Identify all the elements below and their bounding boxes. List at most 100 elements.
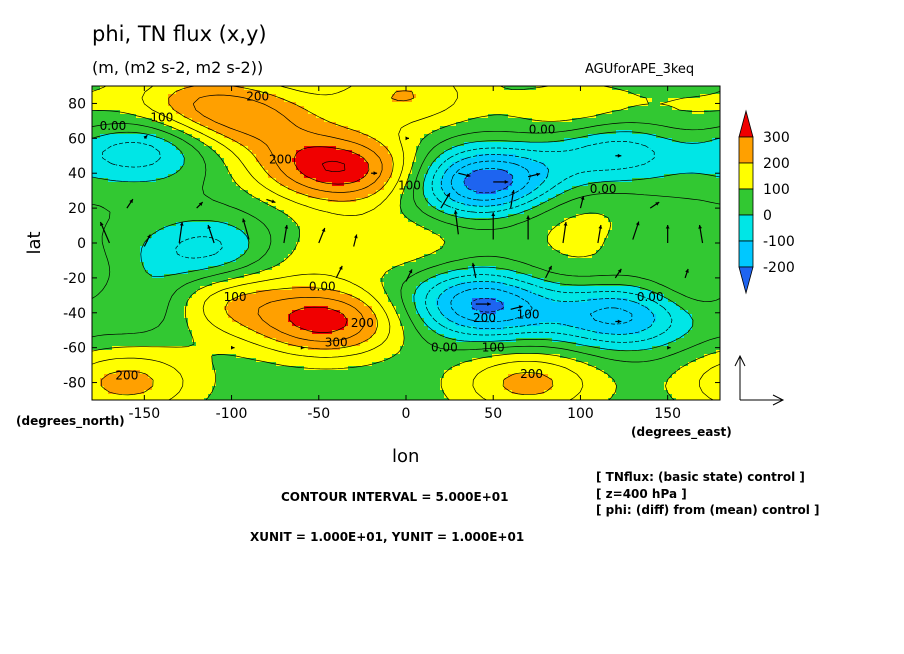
field-cell (428, 174, 433, 179)
field-cell (344, 130, 349, 135)
field-cell (344, 154, 349, 159)
field-cell (716, 130, 720, 135)
field-cell (420, 130, 425, 135)
field-cell (252, 170, 257, 175)
field-cell (92, 86, 97, 91)
field-cell (320, 94, 325, 99)
field-cell (544, 106, 549, 111)
field-cell (108, 146, 113, 151)
field-cell (448, 86, 453, 91)
field-cell (92, 174, 97, 179)
field-cell (256, 94, 261, 99)
field-cell (624, 206, 629, 211)
field-cell (172, 162, 177, 167)
field-cell (200, 110, 205, 115)
field-cell (440, 198, 445, 203)
field-cell (532, 106, 537, 111)
field-cell (704, 146, 709, 151)
field-cell (488, 190, 493, 195)
field-cell (120, 94, 125, 99)
field-cell (108, 90, 113, 95)
field-cell (264, 210, 269, 215)
field-cell (524, 126, 529, 131)
field-cell (172, 186, 177, 191)
field-cell (592, 118, 597, 123)
field-cell (412, 90, 417, 95)
field-cell (408, 126, 413, 131)
field-cell (280, 166, 285, 171)
field-cell (548, 198, 553, 203)
field-cell (324, 150, 329, 155)
field-cell (304, 158, 309, 163)
field-cell (572, 158, 577, 163)
field-cell (260, 198, 265, 203)
field-cell (128, 90, 133, 95)
field-cell (260, 122, 265, 127)
field-cell (432, 182, 437, 187)
field-cell (496, 202, 501, 207)
field-cell (180, 102, 185, 107)
field-cell (528, 114, 533, 119)
field-cell (412, 206, 417, 211)
field-cell (456, 126, 461, 131)
field-cell (228, 162, 233, 167)
field-cell (604, 178, 609, 183)
field-cell (428, 86, 433, 91)
field-cell (440, 146, 445, 151)
field-cell (156, 110, 161, 115)
field-cell (344, 114, 349, 119)
field-cell (484, 178, 489, 183)
field-cell (276, 174, 281, 179)
field-cell (348, 90, 353, 95)
field-cell (192, 158, 197, 163)
field-cell (672, 154, 677, 159)
field-cell (300, 198, 305, 203)
field-cell (300, 110, 305, 115)
field-cell (644, 86, 649, 91)
field-cell (144, 114, 149, 119)
field-cell (268, 190, 273, 195)
field-cell (128, 94, 133, 99)
field-cell (516, 90, 521, 95)
field-cell (564, 134, 569, 139)
field-cell (588, 162, 593, 167)
field-cell (544, 114, 549, 119)
field-cell (248, 158, 253, 163)
field-cell (176, 134, 181, 139)
field-cell (584, 202, 589, 207)
field-cell (392, 134, 397, 139)
field-cell (412, 210, 417, 215)
field-cell (596, 182, 601, 187)
field-cell (348, 98, 353, 103)
field-cell (632, 118, 637, 123)
field-cell (236, 210, 241, 215)
field-cell (116, 118, 121, 123)
field-cell (256, 106, 261, 111)
field-cell (444, 158, 449, 163)
field-cell (592, 130, 597, 135)
field-cell (176, 206, 181, 211)
field-cell (560, 154, 565, 159)
field-cell (124, 138, 129, 143)
field-cell (252, 174, 257, 179)
field-cell (496, 126, 501, 131)
field-cell (188, 138, 193, 143)
field-cell (172, 138, 177, 143)
field-cell (356, 106, 361, 111)
field-cell (116, 202, 121, 207)
field-cell (348, 158, 353, 163)
field-cell (692, 202, 697, 207)
field-cell (232, 150, 237, 155)
field-cell (548, 194, 553, 199)
field-cell (208, 110, 213, 115)
field-cell (652, 142, 657, 147)
field-cell (444, 142, 449, 147)
field-cell (520, 174, 525, 179)
field-cell (548, 186, 553, 191)
field-cell (416, 114, 421, 119)
field-cell (508, 142, 513, 147)
field-cell (308, 170, 313, 175)
field-cell (460, 162, 465, 167)
field-cell (464, 94, 469, 99)
field-cell (404, 198, 409, 203)
